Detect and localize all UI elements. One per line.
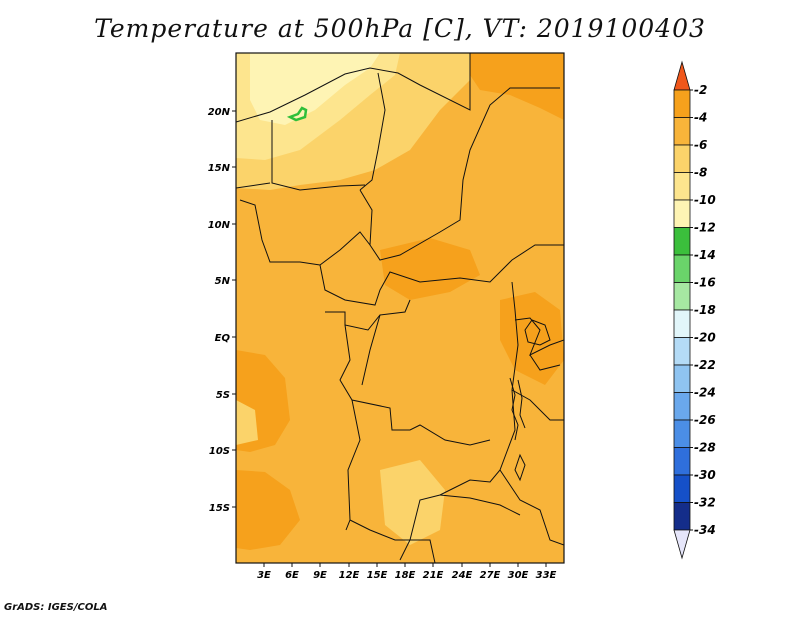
lat-label: 15S bbox=[209, 503, 230, 514]
legend-color-box bbox=[673, 392, 691, 421]
lon-label: 18E bbox=[395, 570, 416, 581]
legend-color-box bbox=[673, 144, 691, 173]
temp-band-warm-c bbox=[380, 238, 480, 300]
temp-band-warm-sw bbox=[236, 470, 300, 550]
lat-label: 10S bbox=[209, 446, 230, 457]
legend-color-box bbox=[673, 89, 691, 118]
grads-credit: GrADS: IGES/COLA bbox=[4, 602, 108, 613]
temp-band-cool-s bbox=[380, 460, 445, 545]
temp-band-cool-w bbox=[236, 400, 258, 445]
contour-minus-12 bbox=[286, 106, 308, 122]
lon-label: 33E bbox=[536, 570, 557, 581]
lat-label: 5N bbox=[215, 276, 231, 287]
legend-color-box bbox=[673, 337, 691, 366]
lon-label: 24E bbox=[452, 570, 473, 581]
legend-label: -30 bbox=[694, 468, 716, 482]
lat-label: EQ bbox=[215, 333, 231, 344]
legend-label: -8 bbox=[694, 166, 707, 180]
legend-color-box bbox=[673, 254, 691, 283]
legend-color-box bbox=[673, 364, 691, 393]
legend-label: -14 bbox=[694, 248, 716, 262]
lakes bbox=[509, 319, 551, 482]
legend-color-box bbox=[673, 419, 691, 448]
lon-label: 6E bbox=[285, 570, 299, 581]
legend-label: -12 bbox=[694, 221, 716, 235]
lat-label: 20N bbox=[208, 107, 231, 118]
legend-label: -2 bbox=[694, 83, 707, 97]
lon-label: 3E bbox=[257, 570, 271, 581]
legend-label: -4 bbox=[694, 111, 707, 125]
map-panel bbox=[236, 53, 564, 563]
temp-band-warm-ne bbox=[470, 53, 564, 120]
legend-color-box bbox=[673, 282, 691, 311]
chart-title: Temperature at 500hPa [C], VT: 201910040… bbox=[94, 14, 706, 43]
legend-label: -22 bbox=[694, 358, 716, 372]
legend-color-box bbox=[673, 502, 691, 531]
lat-label: 5S bbox=[216, 390, 230, 401]
legend-color-box bbox=[673, 309, 691, 338]
legend-color-box bbox=[673, 172, 691, 201]
lon-label: 21E bbox=[423, 570, 444, 581]
color-legend: -2 -4 -6 -8 -10 -12 -14 -16 -18 -20 -22 -24 -26 -28 -3… bbox=[673, 60, 716, 560]
lon-label: 27E bbox=[480, 570, 501, 581]
legend-arrow-bottom bbox=[673, 529, 691, 560]
legend-color-box bbox=[673, 117, 691, 146]
legend-label: -6 bbox=[694, 138, 707, 152]
legend-color-box bbox=[673, 199, 691, 228]
legend-color-box bbox=[673, 474, 691, 503]
map-frame bbox=[235, 52, 565, 564]
lon-axis: 3E 6E 9E 12E 15E 18E 21E 24E 27E 30E 33E bbox=[257, 563, 557, 581]
legend-label: -24 bbox=[694, 386, 716, 400]
lon-label: 12E bbox=[339, 570, 360, 581]
lat-axis: 20N 15N 10N 5N EQ 5S 10S 15S bbox=[208, 107, 236, 514]
lat-label: 10N bbox=[208, 220, 231, 231]
lon-label: 15E bbox=[367, 570, 388, 581]
temp-band-coldest-n bbox=[250, 53, 380, 125]
legend-label: -28 bbox=[694, 441, 716, 455]
lat-label: 15N bbox=[208, 163, 231, 174]
country-borders bbox=[236, 53, 564, 563]
legend-label: -16 bbox=[694, 276, 716, 290]
legend-label: -26 bbox=[694, 413, 716, 427]
legend-arrow-top bbox=[673, 60, 691, 91]
lon-label: 30E bbox=[508, 570, 529, 581]
legend-label: -20 bbox=[694, 331, 716, 345]
legend-label: -18 bbox=[694, 303, 716, 317]
lon-label: 9E bbox=[313, 570, 327, 581]
legend-color-box bbox=[673, 227, 691, 256]
legend-label: -32 bbox=[694, 496, 716, 510]
legend-label: -34 bbox=[694, 523, 716, 537]
legend-label: -10 bbox=[694, 193, 716, 207]
legend-color-box bbox=[673, 447, 691, 476]
